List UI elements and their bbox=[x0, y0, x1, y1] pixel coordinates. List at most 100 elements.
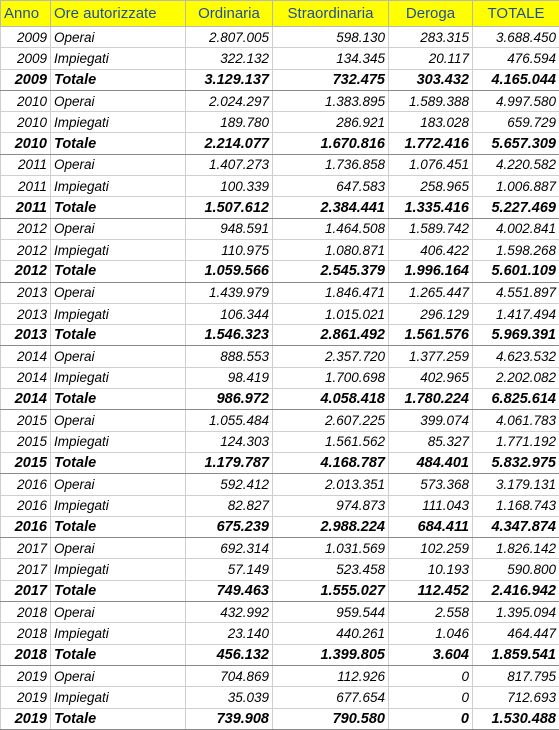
value-cell: 986.972 bbox=[186, 389, 273, 410]
category-cell: Impiegati bbox=[51, 176, 186, 197]
value-cell: 6.825.614 bbox=[473, 389, 559, 410]
value-cell: 440.261 bbox=[273, 623, 389, 644]
value-cell: 1.399.805 bbox=[273, 644, 389, 665]
value-cell: 1.076.451 bbox=[389, 154, 473, 175]
value-cell: 1.046 bbox=[389, 623, 473, 644]
year-cell: 2011 bbox=[1, 176, 51, 197]
value-cell: 732.475 bbox=[273, 69, 389, 90]
value-cell: 1.179.787 bbox=[186, 452, 273, 473]
year-cell: 2019 bbox=[1, 665, 51, 686]
year-cell: 2017 bbox=[1, 559, 51, 580]
category-cell: Operai bbox=[51, 602, 186, 623]
category-cell: Impiegati bbox=[51, 431, 186, 452]
header-cell: Ore autorizzate bbox=[51, 1, 186, 27]
category-cell: Totale bbox=[51, 516, 186, 537]
value-cell: 112.452 bbox=[389, 580, 473, 601]
value-cell: 1.265.447 bbox=[389, 282, 473, 303]
value-cell: 3.688.450 bbox=[473, 27, 559, 48]
value-cell: 4.623.532 bbox=[473, 346, 559, 367]
value-cell: 5.227.469 bbox=[473, 197, 559, 218]
value-cell: 1.546.323 bbox=[186, 325, 273, 346]
value-cell: 2.202.082 bbox=[473, 367, 559, 388]
year-cell: 2012 bbox=[1, 261, 51, 282]
year-cell: 2014 bbox=[1, 346, 51, 367]
value-cell: 2.558 bbox=[389, 602, 473, 623]
value-cell: 0 bbox=[389, 665, 473, 686]
value-cell: 1.846.471 bbox=[273, 282, 389, 303]
value-cell: 183.028 bbox=[389, 112, 473, 133]
value-cell: 4.002.841 bbox=[473, 218, 559, 239]
value-cell: 1.439.979 bbox=[186, 282, 273, 303]
year-cell: 2018 bbox=[1, 602, 51, 623]
value-cell: 0 bbox=[389, 687, 473, 708]
value-cell: 2.807.005 bbox=[186, 27, 273, 48]
value-cell: 3.129.137 bbox=[186, 69, 273, 90]
value-cell: 4.168.787 bbox=[273, 452, 389, 473]
category-cell: Impiegati bbox=[51, 623, 186, 644]
value-cell: 712.693 bbox=[473, 687, 559, 708]
category-cell: Impiegati bbox=[51, 559, 186, 580]
value-cell: 1.780.224 bbox=[389, 389, 473, 410]
year-cell: 2014 bbox=[1, 389, 51, 410]
value-cell: 98.419 bbox=[186, 367, 273, 388]
value-cell: 1.555.027 bbox=[273, 580, 389, 601]
value-cell: 456.132 bbox=[186, 644, 273, 665]
value-cell: 974.873 bbox=[273, 495, 389, 516]
value-cell: 111.043 bbox=[389, 495, 473, 516]
header-cell: Deroga bbox=[389, 1, 473, 27]
category-cell: Operai bbox=[51, 346, 186, 367]
value-cell: 258.965 bbox=[389, 176, 473, 197]
value-cell: 592.412 bbox=[186, 474, 273, 495]
value-cell: 4.347.874 bbox=[473, 516, 559, 537]
value-cell: 399.074 bbox=[389, 410, 473, 431]
value-cell: 5.969.391 bbox=[473, 325, 559, 346]
value-cell: 2.013.351 bbox=[273, 474, 389, 495]
category-cell: Operai bbox=[51, 282, 186, 303]
year-cell: 2015 bbox=[1, 410, 51, 431]
value-cell: 1.335.416 bbox=[389, 197, 473, 218]
value-cell: 1.771.192 bbox=[473, 431, 559, 452]
value-cell: 2.545.379 bbox=[273, 261, 389, 282]
category-cell: Totale bbox=[51, 389, 186, 410]
value-cell: 2.214.077 bbox=[186, 133, 273, 154]
year-cell: 2019 bbox=[1, 708, 51, 729]
category-cell: Totale bbox=[51, 580, 186, 601]
value-cell: 2.384.441 bbox=[273, 197, 389, 218]
value-cell: 1.377.259 bbox=[389, 346, 473, 367]
value-cell: 1.464.508 bbox=[273, 218, 389, 239]
category-cell: Totale bbox=[51, 644, 186, 665]
value-cell: 286.921 bbox=[273, 112, 389, 133]
value-cell: 2.988.224 bbox=[273, 516, 389, 537]
value-cell: 2.607.225 bbox=[273, 410, 389, 431]
value-cell: 1.736.858 bbox=[273, 154, 389, 175]
category-cell: Totale bbox=[51, 261, 186, 282]
year-cell: 2009 bbox=[1, 27, 51, 48]
value-cell: 57.149 bbox=[186, 559, 273, 580]
value-cell: 4.165.044 bbox=[473, 69, 559, 90]
value-cell: 675.239 bbox=[186, 516, 273, 537]
value-cell: 4.551.897 bbox=[473, 282, 559, 303]
value-cell: 3.179.131 bbox=[473, 474, 559, 495]
value-cell: 134.345 bbox=[273, 48, 389, 69]
value-cell: 283.315 bbox=[389, 27, 473, 48]
value-cell: 523.458 bbox=[273, 559, 389, 580]
category-cell: Totale bbox=[51, 133, 186, 154]
value-cell: 1.507.612 bbox=[186, 197, 273, 218]
value-cell: 2.357.720 bbox=[273, 346, 389, 367]
value-cell: 1.168.743 bbox=[473, 495, 559, 516]
value-cell: 110.975 bbox=[186, 239, 273, 260]
year-cell: 2013 bbox=[1, 303, 51, 324]
year-cell: 2009 bbox=[1, 69, 51, 90]
value-cell: 749.463 bbox=[186, 580, 273, 601]
